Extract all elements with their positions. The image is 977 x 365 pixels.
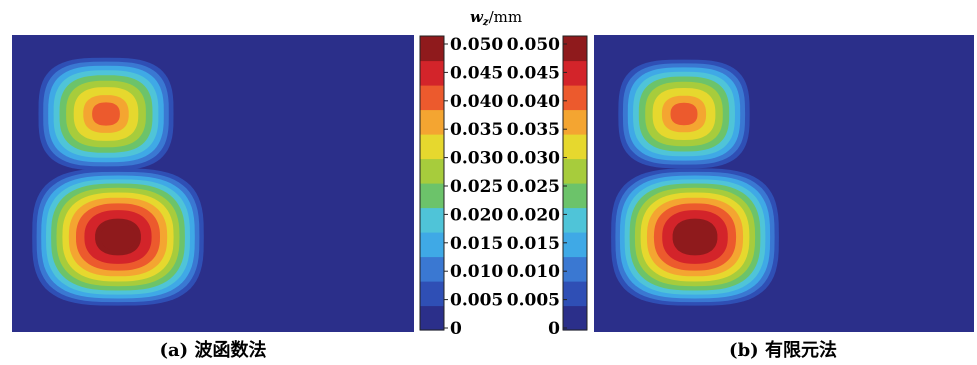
colorbar-tick-label: 0: [548, 319, 560, 339]
colorbar-swatch: [420, 134, 444, 160]
panel-b-caption: (b) 有限元法: [729, 339, 837, 361]
colorbar-title-unit: /mm: [489, 8, 523, 26]
colorbar-swatch: [420, 232, 444, 258]
colorbar-tick-label: 0.020: [507, 205, 560, 225]
colorbar-right-ticks: 0 0.005 0.010 0.015 0.020 0.025 0.030 0.035 0.04…: [507, 35, 567, 339]
colorbar-swatch: [563, 60, 587, 86]
colorbar-tick-label: 0.030: [507, 149, 560, 169]
colorbar-swatch: [420, 256, 444, 282]
colorbar-swatch: [563, 207, 587, 233]
colorbar-tick-label: 0.025: [507, 177, 560, 197]
colorbar-swatch: [563, 305, 587, 331]
colorbar-title-var: w: [470, 8, 484, 26]
panel-b-label: (b): [729, 340, 759, 361]
colorbar-swatch: [563, 183, 587, 209]
contour-level: [92, 102, 120, 126]
colorbar-tick-label: 0.025: [450, 177, 503, 197]
colorbar-swatch: [563, 109, 587, 135]
colorbar-tick-label: 0.040: [507, 92, 560, 112]
colorbar-swatch: [563, 256, 587, 282]
contour-level: [100, 223, 136, 251]
colorbar-tick-label: 0.010: [450, 262, 503, 282]
colorbar-tick-label: 0.005: [450, 291, 503, 311]
colorbar-left: [419, 35, 445, 331]
colorbar-swatch: [563, 85, 587, 111]
colorbar-tick-label: 0.015: [450, 234, 503, 254]
colorbar-swatch: [420, 109, 444, 135]
colorbar-swatch: [420, 85, 444, 111]
colorbar-swatch: [420, 305, 444, 331]
colorbar-tick-label: 0.030: [450, 149, 503, 169]
colorbar-swatch: [563, 158, 587, 184]
colorbar-tick-label: 0.035: [507, 120, 560, 140]
panel-a-contours: [32, 57, 204, 306]
panel-b: [594, 35, 974, 332]
colorbar-swatch: [420, 281, 444, 307]
colorbar-swatch: [563, 36, 587, 62]
panel-a-method: 波函数法: [194, 339, 266, 361]
colorbar-tick-label: 0.010: [507, 262, 560, 282]
colorbar-swatch: [420, 183, 444, 209]
colorbar-tick-label: 0.015: [507, 234, 560, 254]
colorbar-right: [562, 35, 588, 331]
contour-level: [670, 102, 698, 126]
colorbar-tick-label: 0: [450, 319, 462, 339]
colorbar-swatch: [420, 60, 444, 86]
colorbar-tick-label: 0.050: [507, 35, 560, 55]
colorbar-frame: [562, 35, 588, 331]
colorbar-tick-label: 0.045: [507, 63, 560, 83]
colorbar-swatch: [563, 134, 587, 160]
colorbar-tick-label: 0.040: [450, 92, 503, 112]
panel-b-contours: [611, 59, 779, 306]
panel-a-label: (a): [160, 340, 189, 361]
colorbar-title: wz/mm: [470, 8, 522, 28]
colorbar-tick-label: 0.045: [450, 63, 503, 83]
colorbar-swatch: [420, 36, 444, 62]
colorbar-frame: [419, 35, 445, 331]
colorbar-left-ticks: 0 0.005 0.010 0.015 0.020 0.025 0.030 0.035 0.04…: [444, 35, 503, 339]
colorbar-tick-label: 0.005: [507, 291, 560, 311]
colorbar-swatch: [563, 232, 587, 258]
colorbar-tick-label: 0.035: [450, 120, 503, 140]
colorbar-swatch: [420, 158, 444, 184]
panel-a-caption: (a) 波函数法: [160, 339, 267, 361]
colorbar-tick-label: 0.020: [450, 205, 503, 225]
panel-a: [12, 35, 414, 332]
contour-level: [678, 223, 712, 251]
colorbar-swatch: [420, 207, 444, 233]
panel-b-method: 有限元法: [765, 339, 837, 361]
colorbar-title-sub: z: [482, 17, 489, 28]
colorbar-swatch: [563, 281, 587, 307]
colorbar-tick-label: 0.050: [450, 35, 503, 55]
